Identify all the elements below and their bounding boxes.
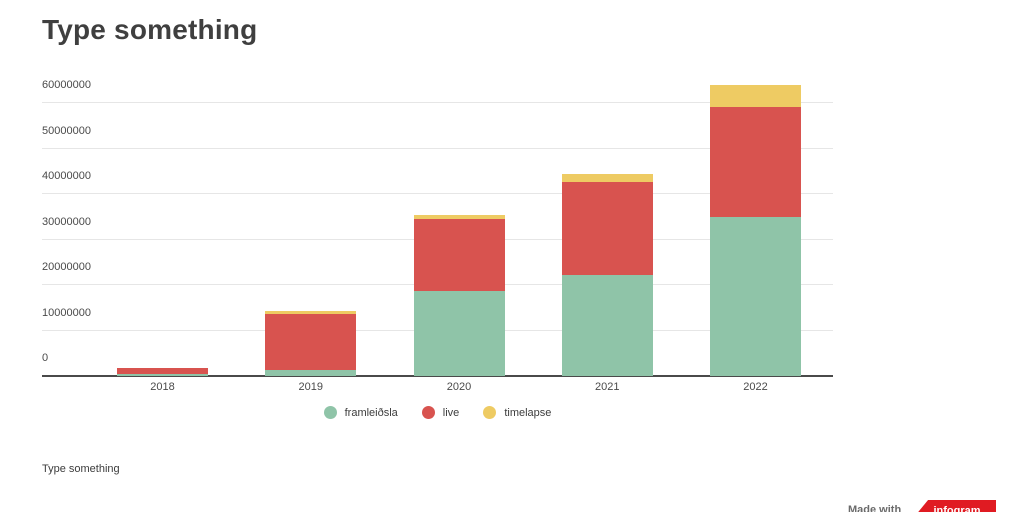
x-axis-tick-label: 2018	[150, 381, 175, 393]
bar-segment-timelapse[interactable]	[561, 174, 653, 183]
x-axis-line	[42, 375, 833, 377]
grid-line	[42, 147, 833, 149]
x-axis-tick-label: 2020	[446, 381, 472, 393]
legend-swatch-icon	[323, 406, 337, 419]
grid-line	[42, 102, 833, 103]
stacked-bar-2018[interactable]	[117, 368, 208, 376]
bar-segment-live[interactable]	[413, 219, 505, 291]
grid-line	[42, 193, 833, 194]
legend-item-timelapse[interactable]: timelapse	[483, 406, 551, 419]
stacked-bar-2019[interactable]	[265, 310, 357, 376]
legend-label: framleiðsla	[344, 406, 398, 419]
bar-segment-framlei-sla[interactable]	[561, 275, 653, 376]
made-with-label: Made with	[848, 504, 902, 512]
y-axis-tick-label: 30000000	[42, 215, 91, 228]
attribution: Made with infogram	[848, 500, 996, 512]
infogram-flag-icon[interactable]: infogram	[910, 500, 996, 512]
footer-caption: Type something	[42, 463, 120, 475]
x-axis-tick-label: 2019	[298, 381, 323, 393]
bar-segment-live[interactable]	[265, 314, 357, 371]
bar-segment-live[interactable]	[561, 182, 653, 275]
x-axis-tick-label: 2022	[743, 381, 768, 393]
bar-segment-timelapse[interactable]	[413, 214, 505, 220]
stacked-bar-2022[interactable]	[710, 85, 801, 376]
bar-segment-live[interactable]	[117, 368, 208, 374]
legend-swatch-icon	[421, 406, 435, 419]
infogram-brand-label[interactable]: infogram	[933, 505, 981, 512]
legend-item-framlei-sla[interactable]: framleiðsla	[323, 406, 398, 419]
legend-swatch-icon	[483, 406, 497, 419]
y-axis-tick-label: 0	[42, 352, 49, 364]
y-axis-tick-label: 20000000	[42, 261, 91, 273]
x-axis-tick-label: 2021	[595, 381, 620, 393]
bar-segment-framlei-sla[interactable]	[117, 373, 208, 376]
bar-segment-timelapse[interactable]	[710, 85, 801, 107]
bar-segment-framlei-sla[interactable]	[710, 216, 801, 376]
bar-segment-framlei-sla[interactable]	[265, 370, 357, 376]
bar-segment-timelapse[interactable]	[265, 310, 357, 315]
chart-legend: framleiðsla live timelapse	[42, 406, 833, 419]
y-axis-tick-label: 60000000	[42, 79, 91, 91]
legend-label: timelapse	[504, 406, 552, 419]
y-axis-tick-label: 50000000	[42, 124, 91, 137]
legend-item-live[interactable]: live	[421, 406, 460, 419]
y-axis-tick-label: 40000000	[42, 170, 91, 182]
bar-segment-live[interactable]	[710, 106, 801, 217]
y-axis-tick-label: 10000000	[42, 306, 91, 319]
chart-title: Type something	[42, 14, 258, 45]
bar-segment-framlei-sla[interactable]	[413, 290, 505, 376]
plot-area: 0 10000000 20000000 30000000 40000000 5000000…	[42, 79, 833, 393]
stacked-bar-2021[interactable]	[561, 174, 653, 376]
legend-label: live	[442, 406, 460, 419]
stacked-bar-2020[interactable]	[413, 214, 505, 376]
